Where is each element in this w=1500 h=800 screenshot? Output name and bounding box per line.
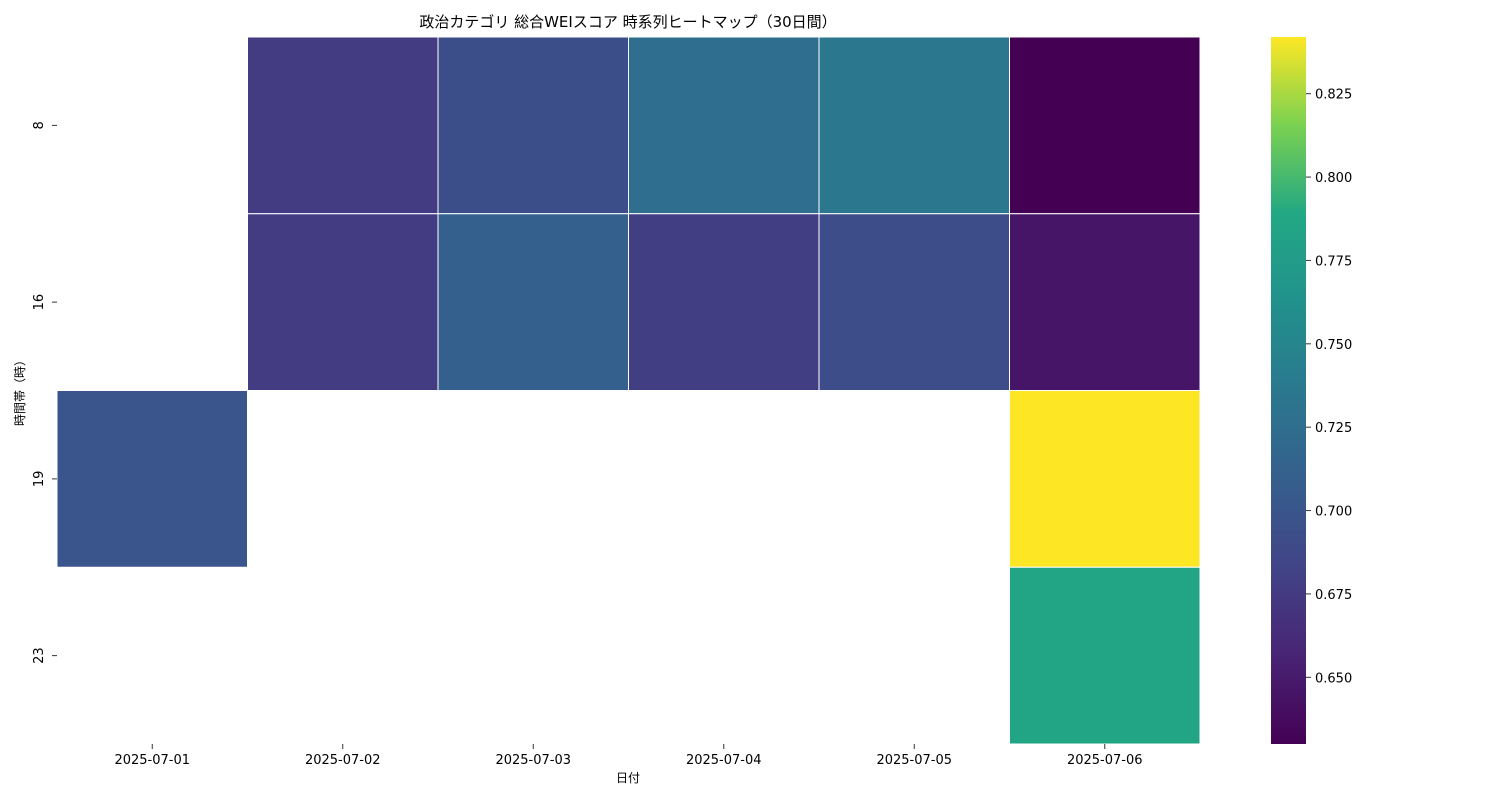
heatmap-cell: [1009, 566, 1201, 745]
x-tick-label: 2025-07-05: [876, 753, 952, 768]
colorbar-tick-label: 0.675: [1315, 588, 1352, 603]
x-tick-label: 2025-07-02: [305, 753, 381, 768]
x-tick-label: 2025-07-04: [686, 753, 762, 768]
heatmap-cell: [818, 36, 1010, 215]
y-tick-label: 8: [32, 121, 47, 129]
colorbar-tick-label: 0.750: [1315, 338, 1352, 353]
heatmap-cell: [437, 213, 629, 391]
colorbar-tick-label: 0.825: [1315, 88, 1352, 103]
heatmap-cell: [247, 213, 439, 391]
colorbar-tick-label: 0.725: [1315, 421, 1352, 436]
colorbar-tick-label: 0.700: [1315, 505, 1352, 520]
heatmap-cell: [628, 213, 820, 391]
heatmap-cell: [818, 213, 1010, 391]
y-axis-ticks: 8 16 19 23: [32, 121, 57, 664]
colorbar-tick-label: 0.775: [1315, 254, 1352, 269]
y-tick-label: 16: [32, 294, 47, 311]
y-tick-label: 19: [32, 471, 47, 488]
colorbar-tick-label: 0.650: [1315, 671, 1352, 686]
x-axis-ticks: 2025-07-01 2025-07-02 2025-07-03 2025-07-04…: [114, 744, 1143, 768]
x-tick-label: 2025-07-01: [114, 753, 190, 768]
heatmap-cell: [628, 36, 820, 215]
colorbar-tick-label: 0.800: [1315, 171, 1352, 186]
x-axis-label: 日付: [616, 771, 640, 785]
x-tick-label: 2025-07-06: [1067, 753, 1143, 768]
heatmap-cell: [56, 390, 248, 568]
colorbar-ticks: 0.650 0.675 0.700 0.725 0.750 0.775 0.800 0.825: [1306, 88, 1352, 686]
heatmap-cell: [247, 36, 439, 215]
heatmap-cells: [56, 36, 1201, 745]
x-tick-label: 2025-07-03: [495, 753, 571, 768]
colorbar: [1271, 37, 1306, 744]
chart-title: 政治カテゴリ 総合WEIスコア 時系列ヒートマップ（30日間）: [419, 13, 836, 31]
heatmap-cell: [1009, 36, 1201, 215]
y-tick-label: 23: [32, 647, 47, 664]
heatmap-cell: [437, 36, 629, 215]
y-axis-label: 時間帯（時）: [13, 354, 27, 426]
heatmap-cell: [1009, 390, 1201, 568]
heatmap-cell: [1009, 213, 1201, 391]
